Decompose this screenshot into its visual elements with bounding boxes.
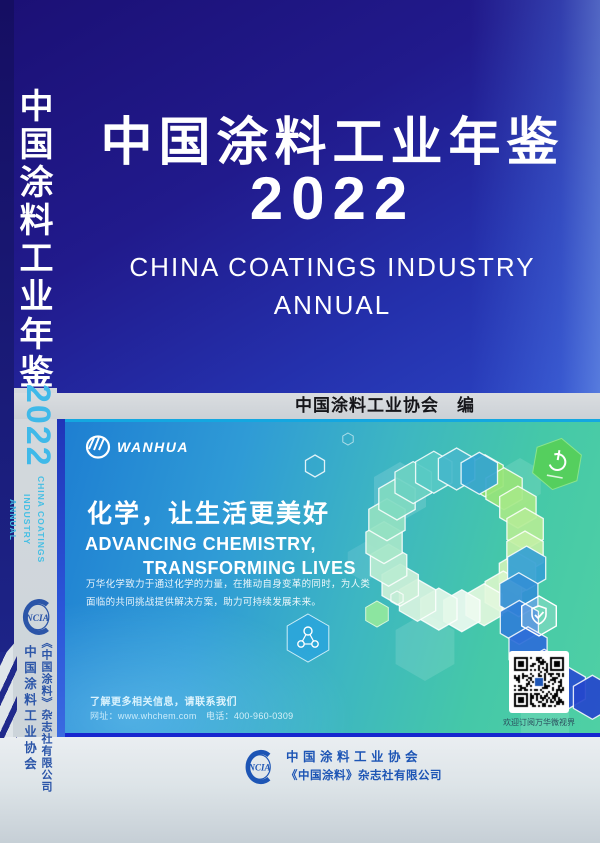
- banner-body-line2: 面临的共同挑战提供解决方案，助力可持续发展未来。: [86, 596, 322, 608]
- right-edge-glow: [470, 0, 600, 420]
- wanhua-ad-banner: WANHUA 化学，让生活更美好 ADVANCING CHEMISTRY, TR…: [65, 419, 600, 737]
- qr-caption: 欢迎订阅万华微视界: [503, 718, 575, 727]
- spine-subtitle-line1: CHINA COATINGS INDUSTRY: [22, 476, 46, 564]
- qr-code: [509, 651, 569, 713]
- wanhua-logo-text: WANHUA: [117, 439, 189, 455]
- molecule-hexagon-icon: [286, 613, 330, 663]
- outline-hexagon-icon: [304, 454, 326, 478]
- spine-org-publisher: 《中国涂料》杂志社有限公司: [40, 637, 52, 793]
- small-green-hexagon-icon: [365, 600, 389, 628]
- banner-body-text: 万华化学致力于通过化学的力量，在推动自身变革的同时，为人类 面临的共同挑战提供解…: [86, 576, 370, 611]
- cover-year: 2022: [249, 165, 416, 232]
- shield-hexagon-icon: [520, 595, 557, 637]
- footer-background: [0, 737, 600, 843]
- cover-title: 中国涂料工业年鉴: [100, 114, 565, 172]
- wanhua-logo: WANHUA: [85, 435, 189, 459]
- power-hexagon-icon: [532, 437, 582, 491]
- spine-title: 中国涂料工业年鉴: [14, 88, 52, 392]
- spine-subtitle-line2: ANNUAL: [8, 499, 18, 541]
- wanhua-logo-icon: [85, 435, 111, 459]
- banner-headline-en-line2: TRANSFORMING LIVES: [143, 558, 357, 578]
- tiny-hexagon-icon: [342, 432, 354, 446]
- footer-ncia-logo: [242, 749, 276, 785]
- footer-org-line1: 中国涂料工业协会: [286, 750, 423, 764]
- cover-blue-background: [0, 0, 600, 420]
- editor-credit: 中国涂料工业协会 编: [295, 396, 475, 415]
- cover-subtitle-line2: ANNUAL: [273, 290, 392, 320]
- footer-org-block: 中国涂料工业协会 《中国涂料》杂志社有限公司: [286, 748, 442, 786]
- banner-headline-cn: 化学，让生活更美好: [87, 500, 331, 528]
- spine-year: 2022: [19, 384, 57, 468]
- tiny-hexagon-icon: [390, 590, 404, 606]
- spine-org-association: 中国涂料工业协会: [22, 645, 36, 773]
- spine-dark-edge: [0, 0, 14, 660]
- banner-body-line1: 万华化学致力于通过化学的力量，在推动自身变革的同时，为人类: [86, 579, 371, 590]
- banner-contact-line2: 网址：www.whchem.com 电话：400-960-0309: [90, 711, 294, 721]
- banner-contact-line1: 了解更多相关信息，请联系我们: [90, 697, 237, 708]
- cover-subtitle-line1: CHINA COATINGS INDUSTRY: [129, 252, 536, 282]
- cover-subtitle-en: CHINA COATINGS INDUSTRY ANNUAL: [65, 248, 600, 324]
- footer: 中国涂料工业协会 《中国涂料》杂志社有限公司: [242, 748, 442, 786]
- hexagon-swirl-graphic: [347, 447, 600, 733]
- qr-code-pattern: [512, 655, 566, 709]
- spine-diagonal-stripes: [0, 652, 17, 738]
- banner-headline-en-line1: ADVANCING CHEMISTRY,: [85, 534, 317, 554]
- spine-subtitle-en: CHINA COATINGS INDUSTRY ANNUAL: [8, 450, 48, 590]
- spine-gray-strip: [13, 388, 57, 740]
- spine-ncia-logo: [20, 598, 54, 636]
- footer-org-line2: 《中国涂料》杂志社有限公司: [286, 770, 442, 782]
- spine-blue-sliver: [57, 419, 65, 737]
- editor-gray-band: [13, 393, 600, 419]
